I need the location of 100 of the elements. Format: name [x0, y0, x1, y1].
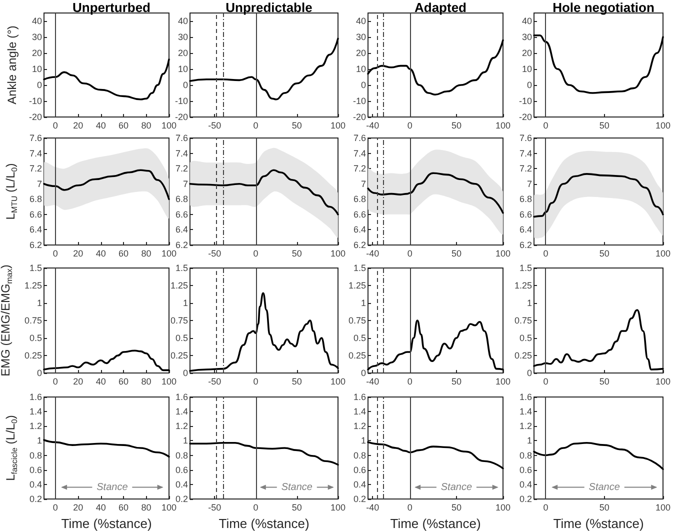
- y-tick-label: 1.4: [29, 406, 42, 417]
- y-tick-label: 6.6: [175, 209, 188, 220]
- y-tick-label: 6.8: [175, 194, 188, 204]
- y-tick-label: 1.4: [353, 406, 366, 417]
- x-tick-label: 50: [292, 502, 302, 512]
- y-tick-label: 0: [360, 368, 366, 378]
- y-tick-label: 7.4: [353, 148, 366, 158]
- y-tick-label: 1.6: [519, 392, 532, 402]
- chart-title: Unperturbed: [72, 0, 151, 15]
- y-tick-label: 0.2: [29, 494, 42, 504]
- y-tick-label: 0: [360, 80, 366, 90]
- y-tick-label: 7.2: [353, 164, 366, 174]
- x-tick-label: 60: [118, 502, 129, 512]
- y-tick-label: 1: [360, 436, 366, 446]
- y-tick-label: 7.4: [519, 148, 532, 158]
- x-tick-label: 50: [292, 120, 302, 130]
- y-tick-label: 0.4: [29, 479, 42, 490]
- x-tick-label: 60: [118, 120, 129, 130]
- y-tick-label: 7.4: [175, 148, 188, 158]
- x-tick-label: 50: [292, 248, 302, 258]
- y-tick-label: 0.2: [519, 494, 532, 504]
- y-tick-label: 0.5: [175, 333, 188, 343]
- y-tick-label: 1.6: [175, 392, 188, 402]
- y-tick-label: 0.25: [514, 350, 532, 360]
- y-tick-label: 1.5: [353, 263, 366, 273]
- x-tick-label: -40: [366, 248, 380, 258]
- x-tick-label: 100: [655, 502, 671, 512]
- y-tick-label: 6.4: [175, 224, 188, 235]
- y-tick-label: 7.6: [175, 133, 188, 143]
- y-tick-label: 1.2: [353, 421, 366, 432]
- x-tick-label: 0: [253, 376, 258, 386]
- y-tick-label: 1.5: [29, 263, 42, 273]
- x-tick-label: 0: [543, 502, 548, 512]
- y-tick-label: 30: [178, 32, 188, 42]
- y-tick-label: 10: [178, 64, 188, 74]
- chart-title: Adapted: [414, 0, 467, 15]
- x-tick-label: 50: [451, 502, 462, 512]
- y-tick-label: 1.25: [24, 280, 42, 290]
- x-tick-label: 60: [118, 248, 129, 258]
- y-tick-label: 1.25: [348, 280, 366, 290]
- x-tick-label: 40: [96, 502, 106, 512]
- y-tick-label: -10: [352, 96, 366, 106]
- x-tick-label: 20: [73, 502, 84, 512]
- x-tick-label: 50: [292, 376, 302, 386]
- y-tick-label: -20: [174, 112, 188, 122]
- y-tick-label: 0.5: [29, 333, 42, 343]
- annotation: Stance: [96, 482, 128, 493]
- x-tick-label: 20: [73, 376, 84, 386]
- y-tick-label: 0.2: [353, 494, 366, 504]
- x-tick-label: 100: [495, 502, 511, 512]
- x-tick-label: 100: [161, 376, 177, 386]
- y-tick-label: -10: [174, 96, 188, 106]
- x-tick-label: 100: [495, 120, 511, 130]
- y-tick-label: 7: [182, 178, 188, 189]
- y-tick-label: 10: [522, 64, 532, 74]
- y-tick-label: 6.4: [519, 224, 532, 235]
- y-tick-label: 30: [32, 32, 42, 42]
- y-tick-label: -20: [352, 112, 366, 122]
- x-tick-label: 40: [96, 376, 106, 386]
- y-tick-label: 0.75: [348, 316, 366, 326]
- y-tick-label: 7.2: [519, 164, 532, 174]
- y-tick-label: 6.8: [519, 194, 532, 204]
- y-tick-label: 40: [522, 16, 532, 26]
- y-tick-label: 0.75: [514, 316, 532, 326]
- x-tick-label: 100: [330, 248, 346, 258]
- x-tick-label: 0: [543, 248, 548, 258]
- y-tick-label: 1.25: [514, 280, 532, 290]
- y-tick-label: 6.6: [29, 209, 42, 220]
- x-tick-label: 100: [330, 120, 346, 130]
- y-tick-label: 0.5: [353, 333, 366, 343]
- x-tick-label: 80: [141, 376, 152, 386]
- x-tick-label: 40: [96, 248, 106, 258]
- x-tick-label: 0: [253, 248, 258, 258]
- x-tick-label: -50: [208, 120, 222, 130]
- y-tick-label: 0: [526, 80, 532, 90]
- x-tick-label: -40: [366, 376, 380, 386]
- x-tick-label: 0: [407, 248, 412, 258]
- y-tick-label: 0: [36, 368, 42, 378]
- y-tick-label: 6.4: [29, 224, 42, 235]
- chart-title: Hole negotiation: [552, 0, 654, 15]
- x-tick-label: 80: [141, 502, 152, 512]
- y-tick-label: 7.2: [29, 164, 42, 174]
- y-tick-label: 1: [526, 436, 532, 446]
- x-tick-label: -40: [366, 120, 380, 130]
- y-tick-label: 0.2: [175, 494, 188, 504]
- annotation: Stance: [281, 482, 313, 493]
- x-tick-label: 0: [52, 120, 58, 130]
- x-tick-label: 0: [52, 376, 58, 386]
- y-tick-label: 0.8: [175, 450, 188, 460]
- y-tick-label: 6.2: [29, 240, 42, 250]
- x-tick-label: 80: [141, 120, 152, 130]
- y-tick-label: 6.4: [353, 224, 366, 235]
- y-tick-label: 0.6: [353, 464, 366, 475]
- x-tick-label: -50: [208, 376, 222, 386]
- x-tick-label: 100: [655, 248, 671, 258]
- x-tick-label: 100: [495, 376, 511, 386]
- x-tick-label: 0: [407, 120, 412, 130]
- y-tick-label: 1.4: [519, 406, 532, 417]
- y-tick-label: 40: [32, 16, 42, 26]
- x-tick-label: 0: [52, 502, 58, 512]
